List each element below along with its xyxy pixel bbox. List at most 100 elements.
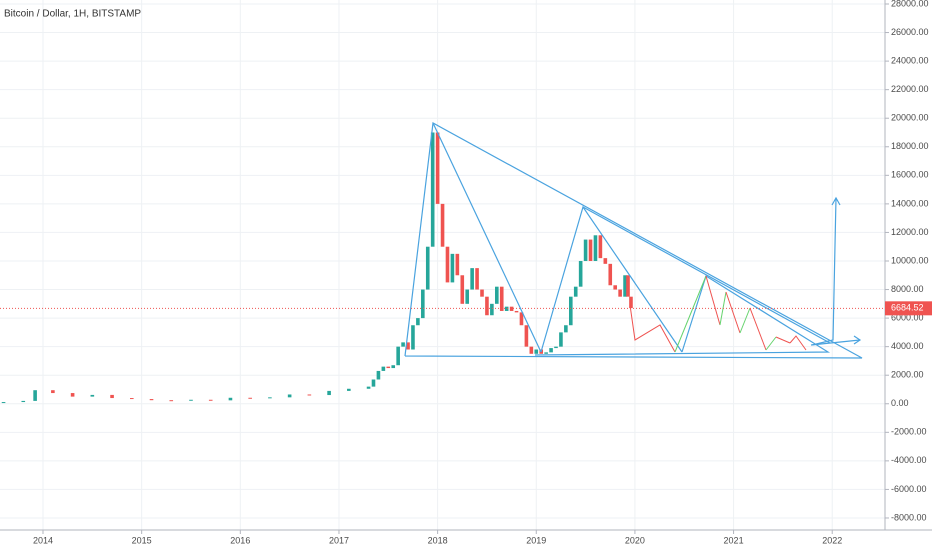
y-tick-label: 2000.00 [891, 370, 924, 380]
candle [425, 246, 430, 290]
x-tick-label: 2022 [822, 535, 842, 545]
y-tick-label: -8000.00 [891, 512, 927, 522]
candle [129, 398, 134, 400]
trend-triangle [404, 122, 863, 359]
x-tick-label: 2018 [428, 535, 448, 545]
y-tick-label: 0.00 [891, 398, 909, 408]
x-tick-label: 2015 [132, 535, 152, 545]
candle [1, 402, 6, 404]
candle [588, 239, 593, 261]
candle [381, 366, 386, 371]
arrow-head [853, 335, 862, 345]
candle [529, 346, 534, 354]
projection [775, 336, 791, 344]
grid-layer [0, 0, 885, 530]
y-tick-label: 24000.00 [891, 55, 929, 65]
drawings [404, 122, 863, 359]
x-tick-label: 2016 [230, 535, 250, 545]
candle [149, 399, 154, 401]
candle [544, 352, 548, 354]
candle [391, 365, 396, 369]
candle [440, 203, 445, 247]
candle [90, 394, 95, 397]
y-tick-label: -6000.00 [891, 484, 927, 494]
candle [559, 332, 563, 347]
candle [485, 296, 489, 316]
arrow [810, 339, 861, 346]
y-tick-label: 26000.00 [891, 27, 929, 37]
arrow-head [831, 196, 841, 206]
candle [445, 246, 450, 283]
candle [626, 275, 630, 297]
y-tick-label: 14000.00 [891, 198, 929, 208]
y-tick-label: 10000.00 [891, 255, 929, 265]
candle [110, 394, 114, 399]
y-tick-label: 8000.00 [891, 284, 924, 294]
candle [169, 400, 174, 402]
candle [618, 289, 622, 297]
trend-line [432, 122, 542, 353]
y-tick-label: 28000.00 [891, 0, 929, 8]
candle [371, 379, 376, 387]
candle [228, 397, 233, 401]
projection [765, 336, 777, 351]
x-tick-label: 2014 [33, 535, 53, 545]
candle [327, 390, 331, 396]
y-tick-label: 4000.00 [891, 341, 924, 351]
candle [509, 306, 514, 311]
candle [248, 397, 252, 399]
candle [366, 386, 371, 389]
chart-title: Bitcoin / Dollar, 1H, BITSTAMP [4, 9, 141, 20]
candle [470, 268, 474, 290]
candle [504, 306, 509, 311]
y-tick-label: -2000.00 [891, 427, 927, 437]
trend-line [582, 206, 831, 344]
candle [519, 312, 524, 326]
candle [573, 286, 578, 297]
candle [613, 285, 617, 290]
candle [21, 400, 26, 403]
x-tick-label: 2019 [526, 535, 546, 545]
candle [629, 296, 633, 309]
y-tick-label: 12000.00 [891, 227, 929, 237]
candle [524, 325, 529, 347]
candle [406, 342, 410, 350]
candle [401, 342, 405, 347]
y-tick-label: 22000.00 [891, 84, 929, 94]
candle [514, 310, 519, 313]
candle [411, 325, 415, 350]
x-tick-label: 2017 [329, 535, 349, 545]
candle [376, 370, 381, 380]
candle [416, 318, 420, 326]
y-tick-label: 20000.00 [891, 113, 929, 123]
x-tick-label: 2020 [625, 535, 645, 545]
candle [495, 286, 499, 304]
candle [593, 235, 598, 261]
candle [534, 349, 539, 354]
candle [623, 275, 627, 297]
candle [33, 390, 37, 401]
candle [421, 289, 425, 319]
y-tick-label: 18000.00 [891, 141, 929, 151]
projection [674, 275, 707, 353]
candle [578, 260, 583, 287]
projection [629, 304, 676, 353]
candle [460, 275, 465, 304]
last-price-label: 6684.52 [891, 303, 924, 313]
candle [287, 394, 292, 398]
candle [307, 394, 312, 396]
x-tick-label: 2021 [724, 535, 744, 545]
candle [70, 393, 75, 397]
y-tick-label: 16000.00 [891, 170, 929, 180]
candle [347, 388, 351, 391]
candle [450, 253, 455, 283]
candle [568, 296, 573, 326]
projection [705, 275, 721, 326]
trend-triangle [534, 275, 831, 356]
candle [268, 397, 272, 399]
candle [598, 235, 603, 259]
last-price-badge [885, 301, 932, 316]
projection [749, 307, 767, 351]
candle [51, 390, 55, 394]
